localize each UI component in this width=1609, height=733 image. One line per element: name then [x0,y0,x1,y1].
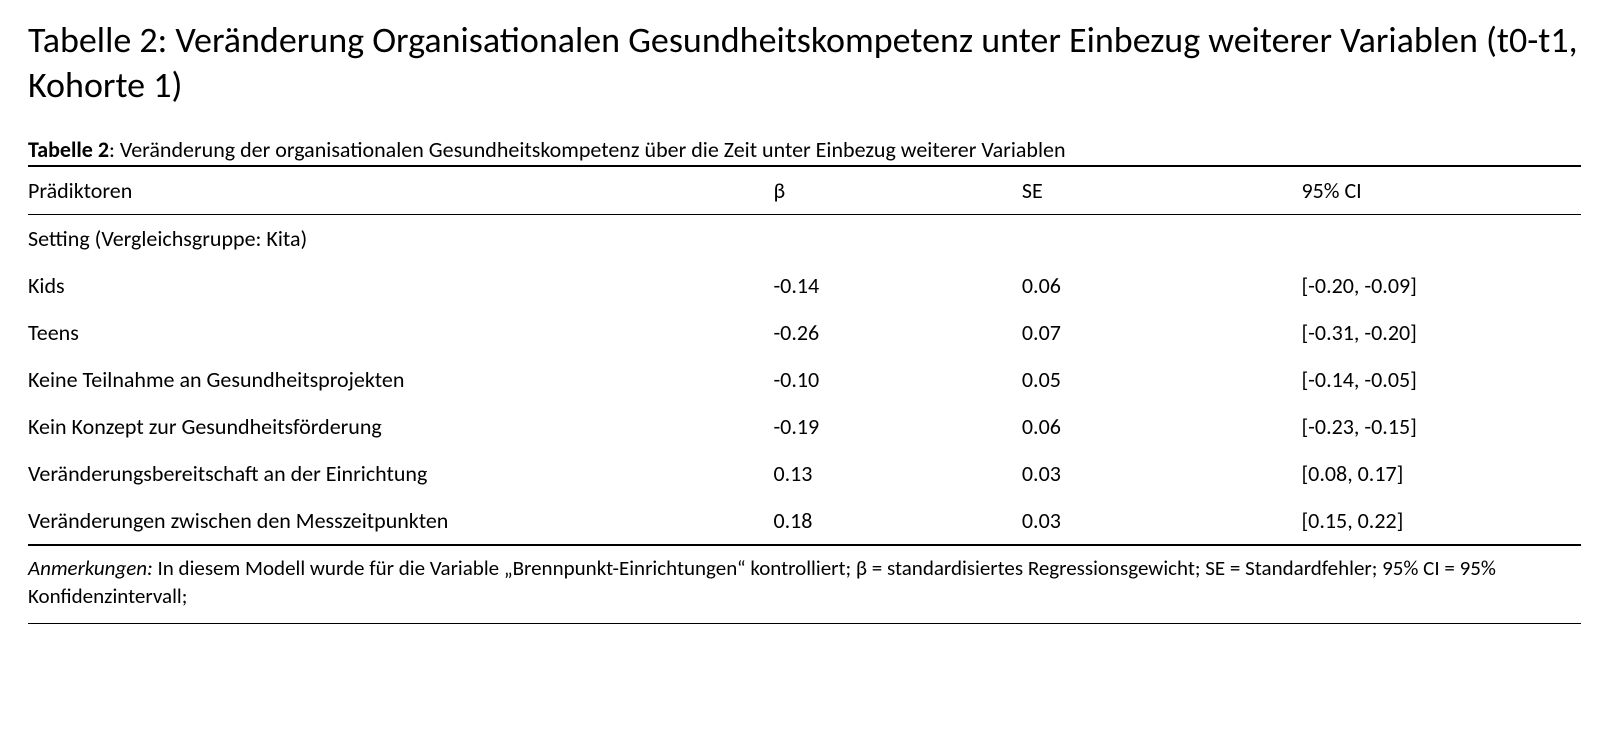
table-notes: Anmerkungen: In diesem Modell wurde für … [28,546,1581,624]
notes-text: In diesem Modell wurde für die Variable … [28,555,1496,609]
cell-se: 0.06 [1022,403,1302,450]
col-header-predictor: Prädiktoren [28,166,773,215]
cell-beta: -0.10 [773,356,1021,403]
page-title: Tabelle 2: Veränderung Organisationalen … [28,18,1581,108]
cell-beta: -0.14 [773,262,1021,309]
cell-ci: [-0.23, -0.15] [1301,403,1581,450]
cell-ci: [-0.14, -0.05] [1301,356,1581,403]
cell-predictor: Keine Teilnahme an Gesundheitsprojekten [28,356,773,403]
table-row: Teens -0.26 0.07 [-0.31, -0.20] [28,309,1581,356]
cell-ci: [-0.31, -0.20] [1301,309,1581,356]
col-header-se: SE [1022,166,1302,215]
regression-table: Prädiktoren β SE 95% CI Setting (Verglei… [28,165,1581,546]
document-page: Tabelle 2: Veränderung Organisationalen … [0,0,1609,652]
table-row: Kids -0.14 0.06 [-0.20, -0.09] [28,262,1581,309]
table-body: Setting (Vergleichsgruppe: Kita) Kids -0… [28,215,1581,546]
cell-predictor: Kids [28,262,773,309]
cell-se: 0.07 [1022,309,1302,356]
table-caption: Tabelle 2: Veränderung der organisationa… [28,136,1581,163]
col-header-ci: 95% CI [1301,166,1581,215]
group-header: Setting (Vergleichsgruppe: Kita) [28,215,773,263]
cell-predictor: Veränderungsbereitschaft an der Einricht… [28,450,773,497]
table-caption-text: : Veränderung der organisationalen Gesun… [109,136,1066,163]
cell-se: 0.05 [1022,356,1302,403]
table-row: Kein Konzept zur Gesundheitsförderung -0… [28,403,1581,450]
table-caption-label: Tabelle 2 [28,136,109,163]
cell-predictor: Veränderungen zwischen den Messzeitpunkt… [28,497,773,545]
cell-predictor: Teens [28,309,773,356]
table-header-row: Prädiktoren β SE 95% CI [28,166,1581,215]
cell-ci: [0.15, 0.22] [1301,497,1581,545]
cell-beta: -0.19 [773,403,1021,450]
table-row: Keine Teilnahme an Gesundheitsprojekten … [28,356,1581,403]
cell-ci: [0.08, 0.17] [1301,450,1581,497]
cell-beta: 0.18 [773,497,1021,545]
cell-predictor: Kein Konzept zur Gesundheitsförderung [28,403,773,450]
cell-se: 0.03 [1022,497,1302,545]
cell-se: 0.06 [1022,262,1302,309]
cell-se: 0.03 [1022,450,1302,497]
cell-ci: [-0.20, -0.09] [1301,262,1581,309]
table-row: Veränderungsbereitschaft an der Einricht… [28,450,1581,497]
table-row: Veränderungen zwischen den Messzeitpunkt… [28,497,1581,545]
cell-beta: -0.26 [773,309,1021,356]
notes-label: Anmerkungen: [28,555,153,581]
cell-beta: 0.13 [773,450,1021,497]
table-group-header-row: Setting (Vergleichsgruppe: Kita) [28,215,1581,263]
col-header-beta: β [773,166,1021,215]
